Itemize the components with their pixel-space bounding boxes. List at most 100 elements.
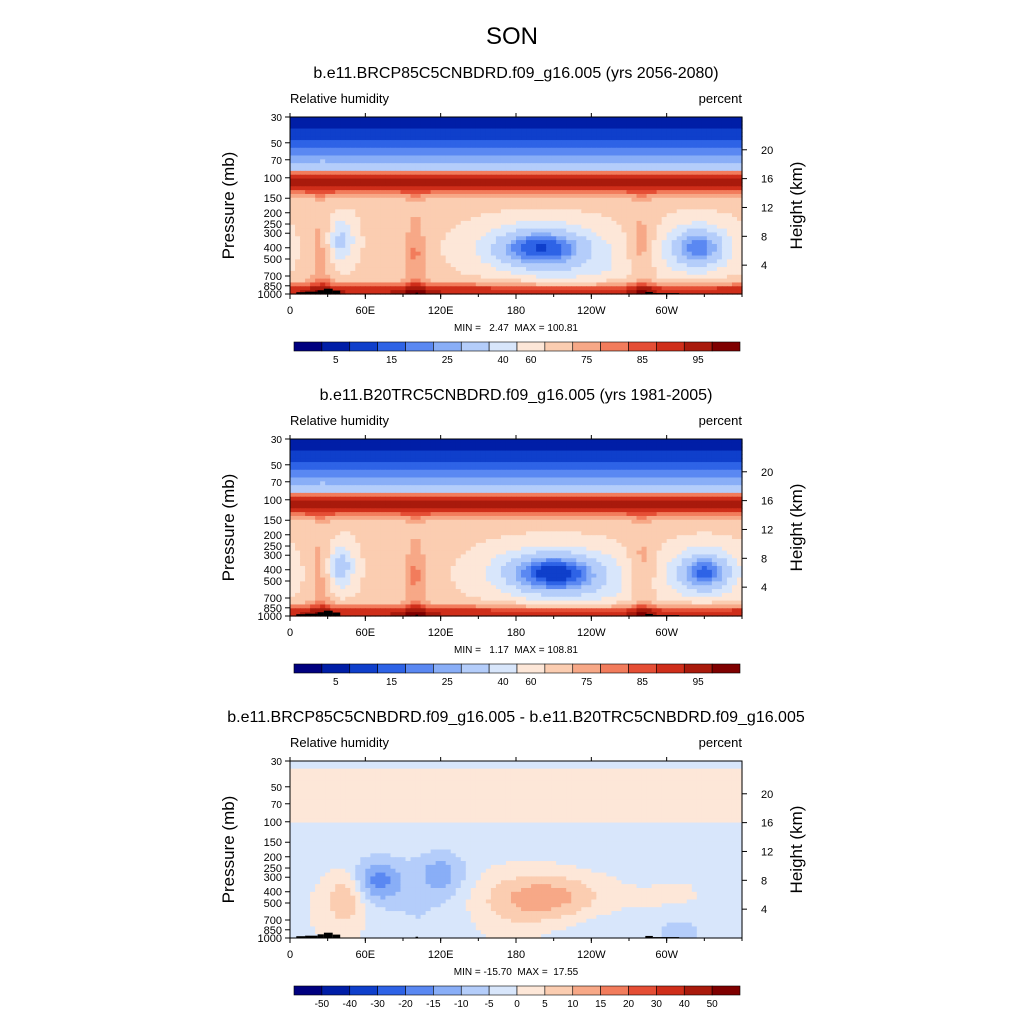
- heatmap-cell: [606, 186, 613, 191]
- heatmap-cell: [365, 128, 371, 133]
- heatmap-cell: [681, 205, 688, 210]
- heatmap-cell: [551, 209, 557, 214]
- heatmap-cell: [621, 439, 628, 444]
- heatmap-cell: [656, 193, 663, 199]
- heatmap-cell: [465, 128, 472, 133]
- heatmap-cell: [661, 278, 668, 284]
- heatmap-cell: [701, 174, 708, 180]
- heatmap-cell: [380, 209, 387, 214]
- heatmap-cell: [405, 209, 412, 214]
- heatmap-cell: [475, 282, 482, 287]
- heatmap-cell: [721, 465, 728, 471]
- heatmap-cell: [631, 220, 638, 226]
- heatmap-cell: [656, 282, 663, 287]
- heatmap-cell: [435, 286, 442, 291]
- heatmap-cell: [531, 174, 537, 180]
- heatmap-cell: [596, 450, 602, 455]
- heatmap-cell: [656, 174, 663, 180]
- heatmap-cell: [485, 255, 492, 260]
- heatmap-cell: [325, 132, 331, 137]
- heatmap-cell: [380, 182, 387, 187]
- heatmap-cell: [536, 217, 542, 222]
- colorbar-swatch: [488, 341, 518, 352]
- heatmap-cell: [666, 124, 673, 130]
- heatmap-cell: [390, 174, 397, 180]
- heatmap-cell: [470, 197, 477, 203]
- heatmap-cell: [536, 267, 542, 272]
- heatmap-cell: [505, 270, 512, 276]
- heatmap-cell: [315, 442, 321, 448]
- heatmap-cell: [300, 117, 306, 122]
- heatmap-cell: [536, 224, 542, 230]
- heatmap-cell: [345, 151, 351, 157]
- heatmap-cell: [661, 220, 668, 226]
- heatmap-cell: [450, 178, 457, 184]
- heatmap-cell: [495, 155, 502, 160]
- heatmap-cell: [541, 282, 547, 287]
- heatmap-cell: [551, 151, 557, 157]
- heatmap-cell: [295, 224, 301, 230]
- heatmap-cell: [536, 462, 542, 467]
- heatmap-cell: [390, 170, 397, 176]
- heatmap-cell: [415, 151, 422, 157]
- heatmap-cell: [706, 454, 713, 459]
- heatmap-cell: [295, 197, 301, 203]
- heatmap-cell: [365, 151, 371, 157]
- heatmap-cell: [295, 140, 301, 145]
- heatmap-cell: [440, 274, 447, 280]
- heatmap-cell: [365, 147, 371, 153]
- heatmap-cell: [380, 140, 387, 145]
- heatmap-cell: [330, 450, 336, 455]
- heatmap-cell: [335, 120, 341, 126]
- heatmap-cell: [320, 159, 326, 164]
- heatmap-cell: [380, 259, 387, 264]
- heatmap-cell: [611, 259, 618, 264]
- heatmap-cell: [295, 469, 301, 475]
- heatmap-cell: [495, 228, 502, 234]
- heatmap-cell: [736, 255, 743, 260]
- heatmap-cell: [410, 170, 417, 176]
- heatmap-cell: [510, 136, 517, 141]
- heatmap-cell: [315, 255, 321, 260]
- heatmap-cell: [641, 240, 648, 245]
- heatmap-cell: [385, 282, 392, 287]
- heatmap-cell: [586, 462, 592, 467]
- heatmap-cell: [631, 263, 638, 268]
- heatmap-cell: [551, 159, 557, 164]
- heatmap-cell: [380, 442, 387, 448]
- heatmap-cell: [510, 174, 517, 180]
- heatmap-cell: [671, 132, 678, 137]
- heatmap-cell: [651, 155, 658, 160]
- heatmap-cell: [395, 178, 402, 184]
- heatmap-cell: [465, 197, 472, 203]
- heatmap-cell: [455, 193, 462, 199]
- heatmap-cell: [581, 236, 587, 241]
- heatmap-cell: [290, 469, 296, 475]
- heatmap-cell: [445, 255, 452, 260]
- heatmap-cell: [330, 117, 336, 122]
- heatmap-cell: [310, 259, 316, 264]
- heatmap-cell: [671, 290, 678, 295]
- heatmap-cell: [616, 439, 623, 444]
- heatmap-cell: [596, 143, 602, 149]
- heatmap-cell: [385, 117, 392, 122]
- heatmap-cell: [405, 270, 412, 276]
- heatmap-cell: [465, 255, 472, 260]
- heatmap-cell: [445, 159, 452, 164]
- heatmap-cell: [666, 120, 673, 126]
- heatmap-cell: [380, 228, 387, 234]
- heatmap-cell: [345, 193, 351, 199]
- heatmap-cell: [706, 259, 713, 264]
- heatmap-cell: [395, 124, 402, 130]
- heatmap-cell: [420, 170, 427, 176]
- heatmap-cell: [415, 220, 422, 226]
- heatmap-cell: [400, 163, 407, 168]
- heatmap-cell: [646, 228, 653, 234]
- heatmap-cell: [325, 228, 331, 234]
- heatmap-cell: [320, 442, 326, 448]
- heatmap-cell: [465, 182, 472, 187]
- heatmap-cell: [350, 439, 356, 444]
- heatmap-cell: [320, 446, 326, 452]
- heatmap-cell: [410, 178, 417, 184]
- heatmap-cell: [601, 263, 607, 268]
